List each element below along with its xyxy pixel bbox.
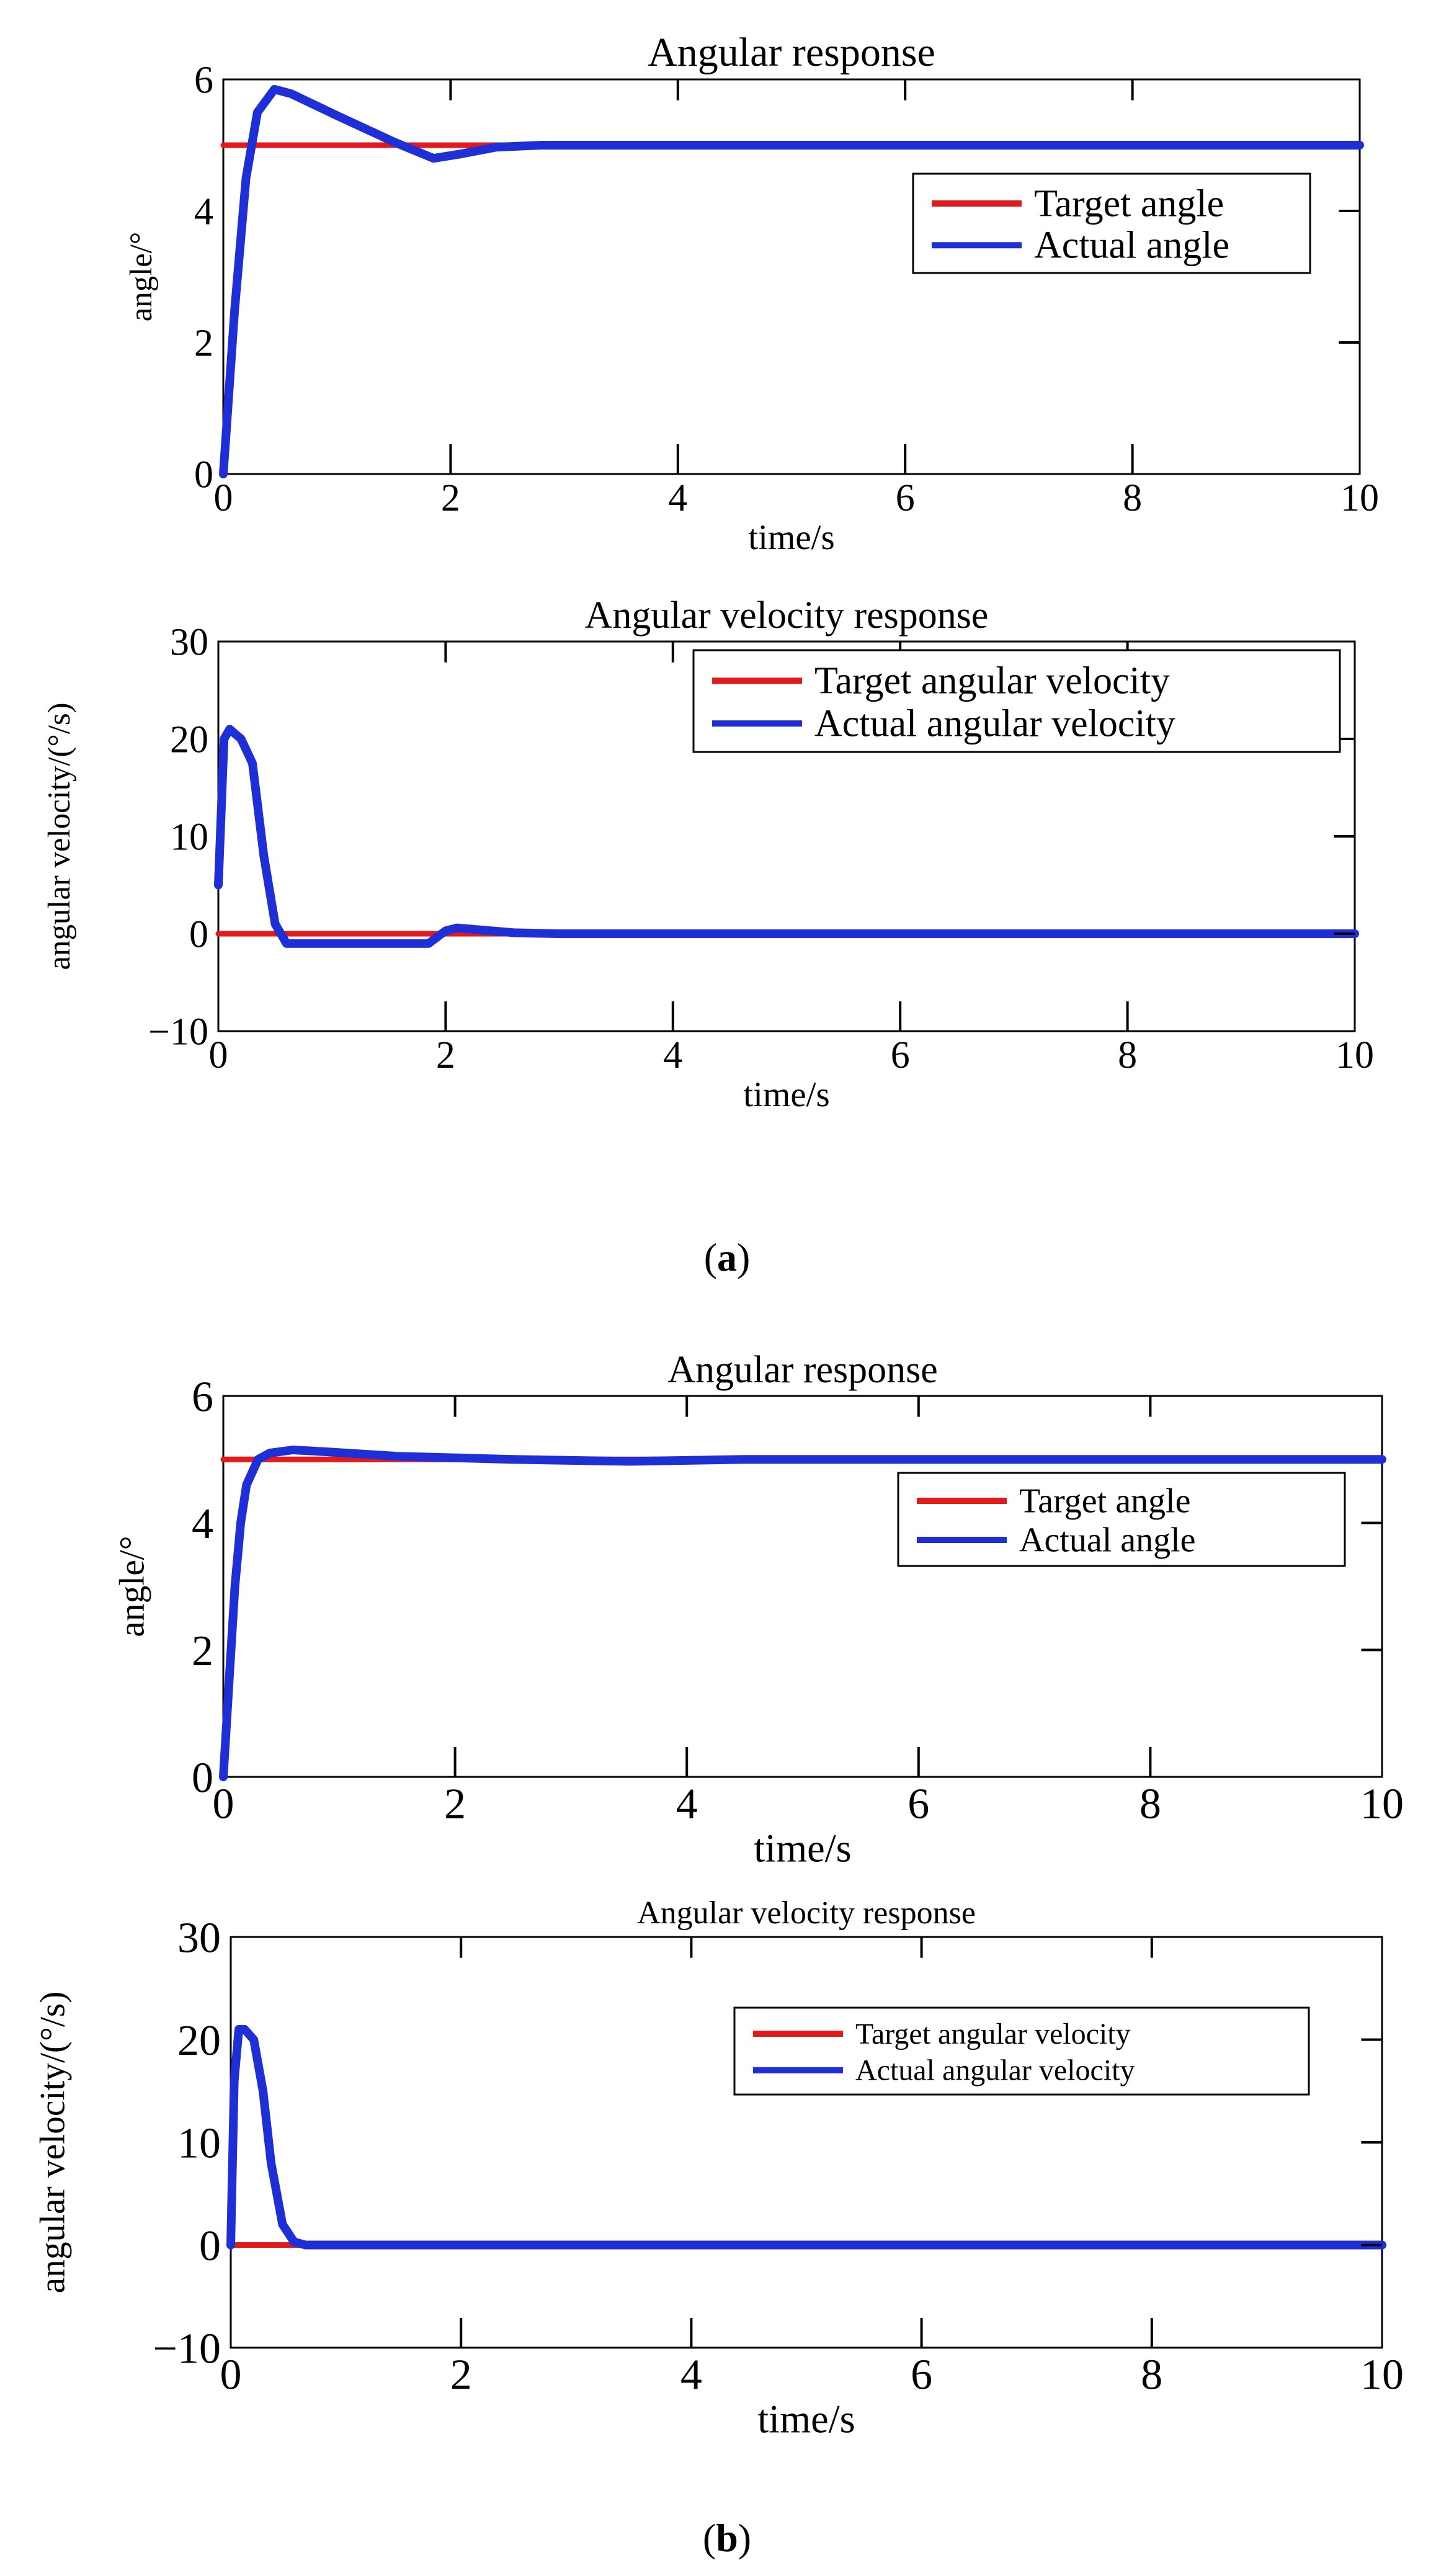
legend-box [897, 1472, 1346, 1567]
x-tick-label: 10 [1360, 2351, 1404, 2399]
y-axis-label: angle/° [123, 232, 158, 322]
x-tick-label: 6 [911, 2351, 932, 2399]
y-tick-label: 4 [194, 191, 213, 233]
x-tick-label: 4 [663, 1034, 682, 1076]
chart-title: Angular response [648, 30, 935, 75]
y-axis-label: angle/° [113, 1536, 152, 1637]
series-line-actual [219, 1446, 1386, 1781]
panel-label-close: ) [737, 1235, 750, 1279]
x-axis-label: time/s [757, 2397, 855, 2441]
x-tick-label: 0 [214, 477, 233, 519]
y-tick-label: 6 [194, 60, 213, 102]
legend-label-target: Target angular velocity [855, 2018, 1131, 2051]
x-tick-label: 2 [436, 1034, 455, 1076]
y-tick-label: 6 [192, 1374, 213, 1421]
y-tick-label: 0 [199, 2222, 221, 2270]
legend-box [912, 172, 1311, 274]
y-tick-label: 30 [177, 1915, 221, 1962]
legend-label-target: Target angle [1034, 182, 1224, 225]
x-tick-label: 2 [450, 2351, 472, 2399]
x-tick-label: 0 [209, 1034, 228, 1076]
x-tick-label: 6 [891, 1034, 910, 1076]
y-axis-label: angular velocity/(°/s) [42, 702, 76, 970]
x-tick-label: 10 [1340, 477, 1379, 519]
panel-label-letter: b [716, 2516, 738, 2560]
y-tick-label: 4 [192, 1500, 213, 1548]
y-tick-label: 0 [192, 1755, 213, 1802]
panel-label-close: ) [738, 2516, 751, 2560]
y-tick-label: 0 [189, 914, 208, 956]
x-axis-label: time/s [754, 1827, 851, 1871]
chart-3: 0 2 4 6 8 10 0 2 4 6 Angular response time/s angle/°… [113, 1349, 1404, 1871]
series-line-actual [214, 725, 1359, 948]
legend-label-target: Target angle [1019, 1482, 1190, 1520]
panel-label: (b) [703, 2516, 751, 2560]
x-tick-label: 0 [220, 2351, 242, 2399]
y-tick-label: 10 [177, 2120, 221, 2168]
panel-label-open: ( [703, 2516, 716, 2560]
x-tick-label: 0 [213, 1781, 234, 1828]
x-tick-label: 10 [1336, 1034, 1374, 1076]
chart-1: 0 2 4 6 8 10 0 2 4 6 Angular response time/s angle/°… [123, 30, 1379, 557]
x-tick-label: 6 [896, 477, 915, 519]
series-line-actual [219, 84, 1364, 478]
x-axis-label: time/s [743, 1075, 829, 1114]
y-tick-label: 20 [170, 719, 208, 761]
series-line-actual [226, 2024, 1386, 2250]
y-tick-label: 2 [192, 1627, 213, 1675]
x-tick-label: 8 [1123, 477, 1142, 519]
panel-label-letter: a [717, 1235, 737, 1279]
legend-label-actual: Actual angular velocity [814, 703, 1175, 745]
chart-title: Angular velocity response [585, 594, 989, 637]
chart-title: Angular response [667, 1349, 938, 1391]
x-tick-label: 8 [1141, 2351, 1162, 2399]
panel-label-open: ( [704, 1235, 717, 1279]
y-tick-label: 2 [194, 323, 213, 365]
x-tick-label: 10 [1360, 1781, 1404, 1828]
y-axis-label: angular velocity/(°/s) [33, 1992, 73, 2294]
x-tick-label: 2 [441, 477, 460, 519]
chart-title: Angular velocity response [637, 1895, 976, 1931]
legend-label-actual: Actual angle [1019, 1521, 1196, 1559]
x-tick-label: 4 [676, 1781, 698, 1828]
legend-label-actual: Actual angular velocity [855, 2054, 1135, 2087]
y-tick-label: 10 [170, 816, 208, 859]
x-tick-label: 2 [444, 1781, 466, 1828]
x-tick-label: 8 [1118, 1034, 1137, 1076]
y-tick-label: −10 [153, 2325, 221, 2373]
y-tick-label: 30 [170, 622, 208, 664]
legend-label-target: Target angular velocity [814, 660, 1170, 702]
y-tick-label: 0 [194, 454, 213, 496]
x-tick-label: 4 [680, 2351, 702, 2399]
y-tick-label: −10 [148, 1011, 208, 1053]
plot-area [230, 1936, 1383, 2349]
y-tick-label: 20 [177, 2017, 221, 2065]
x-tick-label: 6 [908, 1781, 929, 1828]
legend-box [692, 649, 1341, 753]
panel-label: (a) [704, 1235, 751, 1279]
legend-box [733, 2006, 1310, 2096]
x-tick-label: 4 [668, 477, 687, 519]
x-axis-label: time/s [748, 518, 834, 557]
legend-label-actual: Actual angle [1034, 225, 1229, 267]
x-tick-label: 8 [1140, 1781, 1161, 1828]
